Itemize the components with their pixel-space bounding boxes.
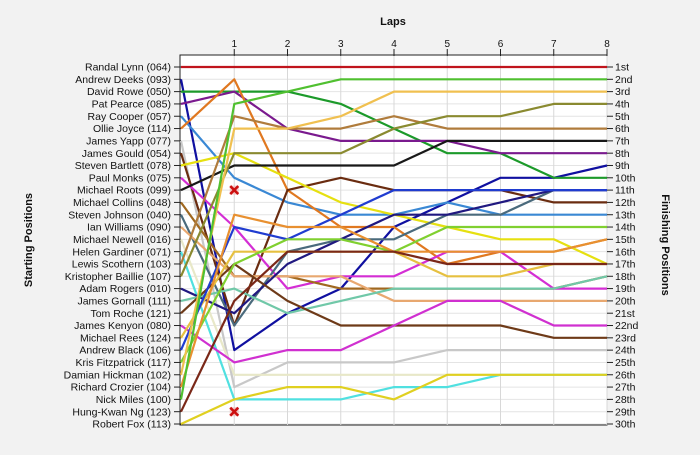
marker-layer <box>229 185 240 417</box>
finishing-position-label: 14th <box>615 222 636 234</box>
x-tick-label: 1 <box>231 39 237 50</box>
starting-position-label: Damian Hickman (102) <box>64 369 171 381</box>
starting-position-label: Helen Gardiner (071) <box>72 246 171 258</box>
finishing-position-label: 5th <box>615 111 630 123</box>
retired-marker <box>229 406 240 417</box>
starting-position-label: James Kenyon (080) <box>74 320 171 332</box>
starting-position-label: Ollie Joyce (114) <box>93 123 171 135</box>
x-tick-label: 3 <box>338 39 344 50</box>
retired-marker <box>229 185 240 196</box>
x-tick-label: 2 <box>285 39 291 50</box>
starting-position-label: Adam Rogers (010) <box>79 283 171 295</box>
series-layer <box>179 65 608 425</box>
starting-position-label: Andrew Black (106) <box>79 345 171 357</box>
series-line <box>179 189 607 351</box>
finishing-position-label: 12th <box>615 197 636 209</box>
x-tick-label: 5 <box>444 39 450 50</box>
x-tick-label: 8 <box>604 39 610 50</box>
starting-position-label: Steven Bartlett (078) <box>75 160 171 172</box>
finishing-position-label: 29th <box>615 406 636 418</box>
finishing-position-label: 3rd <box>615 86 630 98</box>
finishing-position-label: 28th <box>615 394 636 406</box>
series-line <box>180 139 607 192</box>
starting-position-label: James Gould (054) <box>82 148 171 160</box>
finishing-position-label: 24th <box>615 345 636 357</box>
finishing-position-label: 20th <box>615 295 636 307</box>
starting-position-label: David Rowe (050) <box>87 86 171 98</box>
finishing-position-labels: 1st2nd3rd4th5th6th7th8th9th10th11th12th1… <box>615 62 639 431</box>
starting-position-label: Richard Crozier (104) <box>71 382 171 394</box>
starting-position-label: Andrew Deeks (093) <box>75 74 171 86</box>
finishing-position-label: 13th <box>615 209 636 221</box>
finishing-position-label: 15th <box>615 234 636 246</box>
starting-position-labels: Randal Lynn (064)Andrew Deeks (093)David… <box>64 62 171 431</box>
x-tick-labels: 1 2 3 4 5 6 7 8 <box>231 39 610 50</box>
starting-position-label: Ray Cooper (057) <box>88 111 171 123</box>
starting-position-label: Tom Roche (121) <box>90 308 171 320</box>
x-axis-title: Laps <box>380 16 406 28</box>
finishing-position-label: 16th <box>615 246 636 258</box>
starting-position-label: James Gornall (111) <box>77 295 171 307</box>
starting-position-label: Kristopher Baillie (107) <box>65 271 171 283</box>
finishing-position-label: 6th <box>615 123 630 135</box>
series-line <box>180 373 607 425</box>
y-axis-title-left: Starting Positions <box>23 193 35 287</box>
finishing-position-label: 9th <box>615 160 630 172</box>
starting-position-label: Ian Williams (090) <box>87 222 171 234</box>
starting-position-label: Robert Fox (113) <box>92 419 171 431</box>
series-line <box>179 140 607 389</box>
series-line <box>179 115 607 265</box>
series-line <box>180 275 608 315</box>
series-line <box>180 90 607 155</box>
starting-position-label: Randal Lynn (064) <box>85 62 171 74</box>
finishing-position-label: 26th <box>615 369 636 381</box>
starting-position-label: Lewis Scothern (103) <box>72 259 171 271</box>
series-line <box>180 176 607 290</box>
x-tick-label: 4 <box>391 39 397 50</box>
finishing-position-label: 2nd <box>615 74 633 86</box>
starting-position-label: Pat Pearce (085) <box>92 99 171 111</box>
series-line <box>180 250 607 413</box>
finishing-position-label: 21st <box>615 308 635 320</box>
finishing-position-label: 19th <box>615 283 636 295</box>
finishing-position-label: 8th <box>615 148 630 160</box>
x-tick-label: 7 <box>551 39 557 50</box>
y-axis-title-right: Finishing Positions <box>659 194 671 295</box>
starting-position-label: Michael Collins (048) <box>73 197 171 209</box>
finishing-position-label: 1st <box>615 62 629 74</box>
starting-position-label: Kris Fitzpatrick (117) <box>76 357 172 369</box>
finishing-position-label: 10th <box>615 172 636 184</box>
starting-position-label: Nick Miles (100) <box>96 394 171 406</box>
series-line <box>179 78 607 400</box>
finishing-position-label: 4th <box>615 99 630 111</box>
finishing-position-label: 27th <box>615 382 636 394</box>
starting-position-label: Michael Roots (099) <box>77 185 171 197</box>
series-line <box>179 102 607 277</box>
finishing-position-label: 30th <box>615 419 636 431</box>
finishing-position-label: 7th <box>615 135 630 147</box>
starting-position-label: James Yapp (077) <box>86 135 171 147</box>
x-tick-label: 6 <box>498 39 504 50</box>
starting-position-label: Paul Monks (075) <box>89 172 171 184</box>
finishing-position-label: 18th <box>615 271 636 283</box>
starting-position-label: Michael Rees (124) <box>80 332 171 344</box>
finishing-position-label: 17th <box>615 259 636 271</box>
finishing-position-label: 23rd <box>615 332 636 344</box>
starting-position-label: Steven Johnson (040) <box>68 209 171 221</box>
finishing-position-label: 22nd <box>615 320 639 332</box>
finishing-position-label: 25th <box>615 357 636 369</box>
finishing-position-label: 11th <box>615 185 635 197</box>
starting-position-label: Hung-Kwan Ng (123) <box>72 406 171 418</box>
series-line <box>180 299 607 364</box>
series-line <box>179 90 607 376</box>
starting-position-label: Michael Newell (016) <box>73 234 171 246</box>
series-line <box>180 189 607 327</box>
